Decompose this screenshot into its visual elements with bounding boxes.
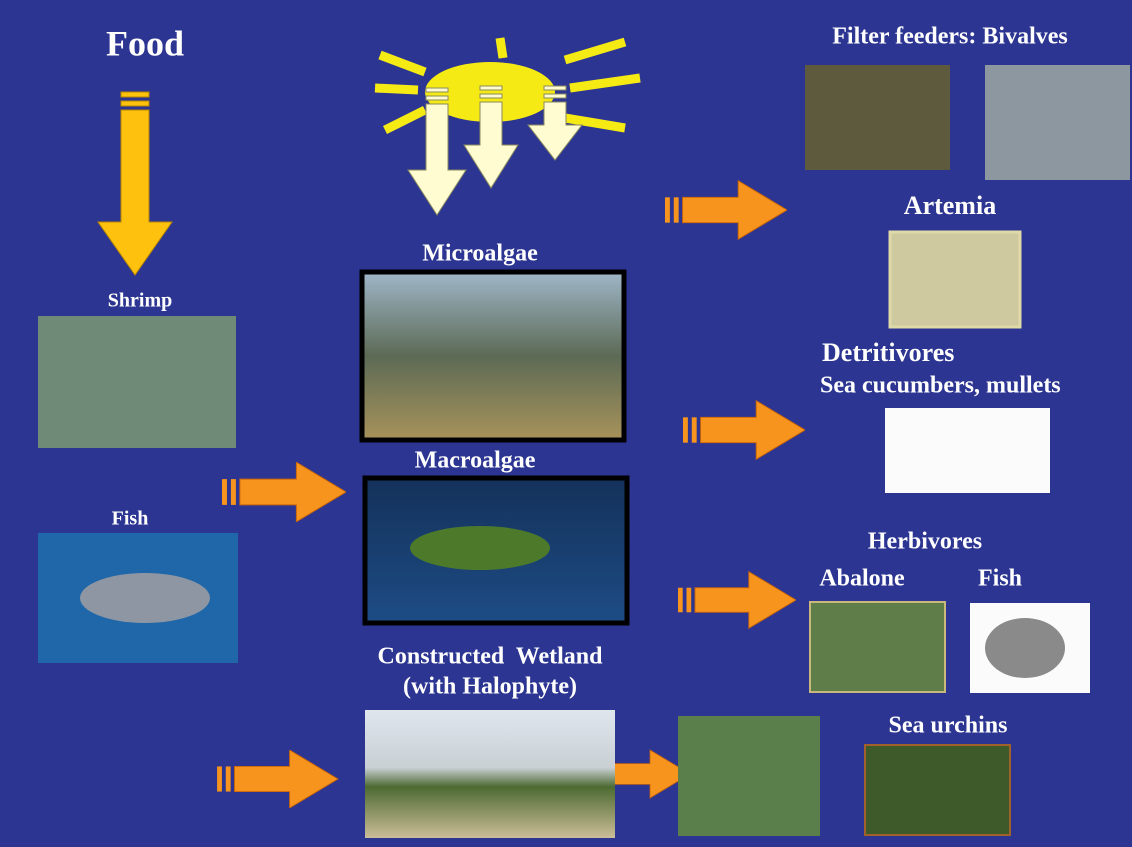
seaweed [410, 526, 550, 570]
label: Filter feeders: Bivalves [832, 24, 1067, 50]
label: Abalone [819, 566, 905, 592]
label: Detritivores [822, 338, 954, 367]
photo-shrimp [38, 316, 236, 448]
fish-shape [985, 618, 1065, 678]
light-arrows [407, 85, 584, 216]
photo-artemia [888, 230, 1022, 329]
photo-microalgae [359, 269, 627, 443]
photo-sea-urchins [864, 744, 1011, 836]
label: Sea cucumbers, mullets [820, 373, 1061, 399]
label: Food [106, 23, 184, 63]
label: Sea urchins [889, 713, 1008, 739]
label: Shrimp [108, 290, 172, 312]
label: Constructed Wetland [378, 644, 604, 670]
label: Macroalgae [415, 448, 536, 474]
fish-shape [80, 573, 210, 623]
label: Artemia [904, 191, 996, 220]
label: Microalgae [422, 241, 538, 267]
photo-oysters [805, 65, 950, 170]
photo-abalone [809, 601, 946, 693]
photo-clams [985, 65, 1130, 180]
photo-mullet [885, 408, 1050, 493]
label: Fish [112, 508, 149, 530]
label: Herbivores [868, 529, 982, 555]
label: Fish [978, 566, 1022, 592]
photo-wetland [365, 710, 615, 838]
photo-sea-beans [678, 716, 820, 836]
sun [374, 37, 641, 135]
label: (with Halophyte) [403, 674, 577, 700]
food-arrow [97, 91, 173, 276]
